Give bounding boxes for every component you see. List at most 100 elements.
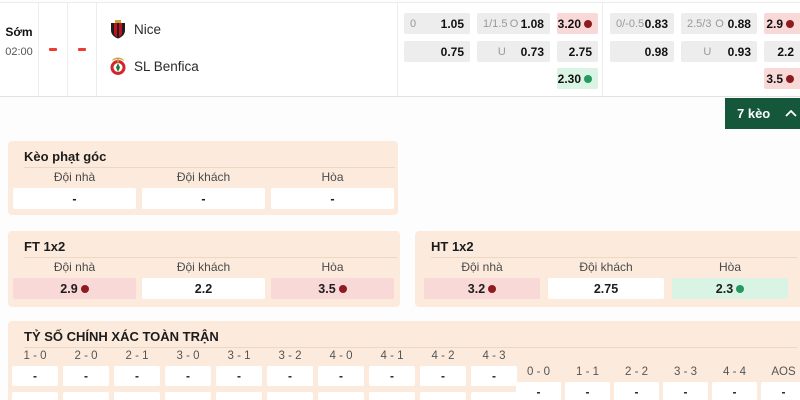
corner-draw-odds-cell[interactable]: - — [271, 188, 394, 209]
ft-home-odds-cell[interactable]: 2.9 — [13, 278, 136, 299]
home-header: Đội nhà — [53, 170, 96, 184]
correct-score-odds-cell[interactable] — [267, 392, 313, 400]
more-odds-toggle-button[interactable]: 7 kèo — [725, 98, 800, 129]
correct-score-odds-cell[interactable] — [114, 392, 160, 400]
correct-score-odds-cell[interactable] — [165, 392, 211, 400]
correct-score-draw-odds-cell[interactable]: - — [712, 382, 757, 400]
under-label: U — [497, 45, 506, 58]
correct-score-label: 4 - 1 — [380, 350, 404, 362]
correct-score-odds-cell[interactable] — [12, 392, 58, 400]
over-label: O — [715, 17, 724, 30]
odds-indicator-red-icon — [786, 19, 794, 28]
draw-header: Hòa — [321, 260, 344, 274]
correct-score-label: 4 - 2 — [431, 350, 455, 362]
over-label: O — [509, 17, 519, 30]
correct-score-draw-odds-cell[interactable]: - — [663, 382, 708, 400]
goal-line: 2.5/3 — [687, 17, 712, 30]
away-header: Đội khách — [176, 260, 231, 274]
correct-score-odds-cell[interactable] — [216, 392, 262, 400]
correct-score-odds-cell[interactable]: - — [318, 366, 364, 386]
correct-score-odds-cell[interactable]: - — [165, 366, 211, 386]
correct-score-odds-cell[interactable]: - — [420, 366, 466, 386]
correct-score-section: TỶ SỐ CHÍNH XÁC TOÀN TRẬN 1 - 0 - 2 - 0 - 2 … — [8, 321, 800, 400]
correct-score-draw-label: AOS — [771, 366, 796, 378]
ht-home-odds-cell[interactable]: 3.2 — [424, 278, 540, 299]
handicap-odds-cell[interactable]: 0 1.05 — [404, 13, 470, 34]
x12-home-odds-cell[interactable]: 2.9 — [764, 13, 800, 34]
over-under-odds-cell[interactable]: 2.5/3 O 0.88 — [681, 13, 757, 34]
x12-home-odds-cell[interactable]: 3.20 — [557, 13, 598, 34]
match-time: 02:00 — [5, 46, 33, 58]
match-odds-row: Sớm 02:00 Nice — [0, 2, 800, 97]
odds-value: 3.2 — [467, 281, 486, 296]
over-under-odds-cell[interactable]: U 0.93 — [681, 41, 757, 62]
chevron-up-icon — [785, 110, 797, 117]
score-placeholder-icon — [48, 48, 57, 51]
draw-header: Hòa — [718, 260, 741, 274]
correct-score-draw-label: 4 - 4 — [722, 366, 746, 378]
over-under-odds-cell[interactable]: 1/1.5 O 1.08 — [477, 13, 550, 34]
odds-value: 2.75 — [568, 44, 592, 59]
benfica-team-logo-icon — [110, 57, 126, 75]
away-score-cell — [67, 3, 96, 96]
correct-score-draw-odds-cell[interactable]: - — [614, 382, 659, 400]
odds-value: 2.2 — [194, 281, 213, 296]
x12-draw-odds-cell[interactable]: 2.30 — [557, 68, 598, 89]
odds-value: - — [72, 191, 77, 206]
handicap-odds-cell[interactable]: 0.75 — [404, 41, 470, 62]
correct-score-odds-cell[interactable] — [369, 392, 415, 400]
correct-score-odds-cell[interactable]: - — [369, 366, 415, 386]
home-header: Đội nhà — [461, 260, 503, 274]
ht-away-odds-cell[interactable]: 2.75 — [548, 278, 664, 299]
correct-score-odds-cell[interactable] — [471, 392, 517, 400]
correct-score-label: 4 - 0 — [329, 350, 353, 362]
corner-home-odds-cell[interactable]: - — [13, 188, 136, 209]
divider — [397, 3, 398, 96]
odds-indicator-green-icon — [584, 74, 592, 83]
ft-away-odds-cell[interactable]: 2.2 — [142, 278, 265, 299]
corner-away-odds-cell[interactable]: - — [142, 188, 265, 209]
ht-draw-odds-cell[interactable]: 2.3 — [672, 278, 788, 299]
divider — [431, 257, 797, 258]
odds-value: 2.9 — [766, 16, 783, 31]
correct-score-odds-cell[interactable]: - — [216, 366, 262, 386]
section-title: HT 1x2 — [431, 239, 474, 254]
x12-draw-odds-cell[interactable]: 3.5 — [764, 68, 800, 89]
odds-value: 0.98 — [644, 44, 668, 59]
handicap-odds-cell[interactable]: 0.98 — [610, 41, 674, 62]
handicap-line: 0/-0.5 — [616, 17, 645, 30]
odds-value: 0.75 — [440, 44, 464, 59]
over-under-odds-cell[interactable]: U 0.73 — [477, 41, 550, 62]
away-team-row[interactable]: SL Benfica — [110, 55, 199, 77]
ft-draw-odds-cell[interactable]: 3.5 — [271, 278, 394, 299]
home-team-row[interactable]: Nice — [110, 18, 161, 40]
nice-team-logo-icon — [111, 19, 125, 38]
section-title: TỶ SỐ CHÍNH XÁC TOÀN TRẬN — [24, 329, 219, 344]
handicap-line: 0 — [410, 17, 417, 30]
correct-score-draw-odds-cell[interactable]: - — [516, 382, 561, 400]
correct-score-odds-cell[interactable] — [420, 392, 466, 400]
odds-value: - — [330, 191, 335, 206]
keo-count-label: 7 kèo — [737, 106, 771, 121]
correct-score-odds-cell[interactable]: - — [267, 366, 313, 386]
x12-away-odds-cell[interactable]: 2.2 — [764, 41, 800, 62]
correct-score-draw-odds-cell[interactable]: - — [565, 382, 610, 400]
correct-score-draw-odds-cell[interactable]: - — [761, 382, 800, 400]
match-time-column: Sớm 02:00 — [0, 3, 38, 96]
divider — [38, 3, 39, 96]
odds-value: 0.88 — [727, 16, 751, 31]
section-title: FT 1x2 — [24, 239, 66, 254]
odds-value: - — [201, 191, 206, 206]
correct-score-odds-cell[interactable]: - — [114, 366, 160, 386]
correct-score-odds-cell[interactable] — [318, 392, 364, 400]
odds-indicator-red-icon — [488, 284, 497, 293]
correct-score-odds-cell[interactable]: - — [471, 366, 517, 386]
odds-value: 3.5 — [318, 281, 336, 296]
correct-score-odds-cell[interactable]: - — [12, 366, 58, 386]
correct-score-odds-cell[interactable] — [63, 392, 109, 400]
handicap-odds-cell[interactable]: 0/-0.5 0.83 — [610, 13, 674, 34]
x12-away-odds-cell[interactable]: 2.75 — [557, 41, 598, 62]
correct-score-odds-cell[interactable]: - — [63, 366, 109, 386]
odds-value: 0.93 — [727, 44, 751, 59]
